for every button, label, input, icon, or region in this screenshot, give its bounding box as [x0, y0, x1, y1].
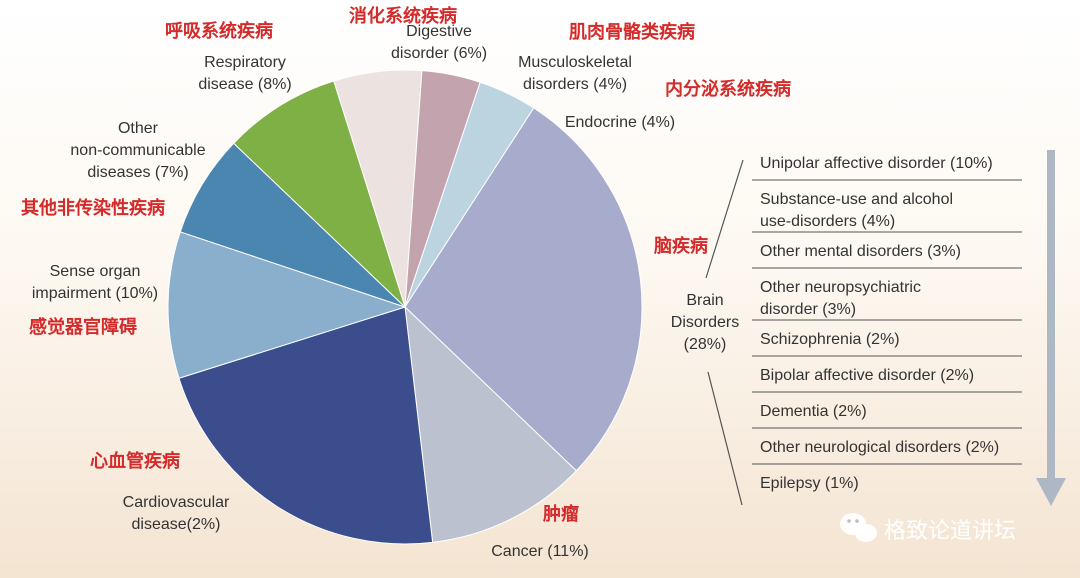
breakdown-item: Substance-use and alcohol use-disorders (… [760, 191, 953, 230]
breakdown-item: Other neuropsychiatric disorder (3%) [760, 279, 921, 318]
pie-slice [167, 231, 407, 379]
slice-label-cn: 脑疾病 [654, 235, 708, 257]
breakdown-item: Schizophrenia (2%) [760, 331, 900, 348]
slice-label-cn: 肌肉骨骼类疾病 [569, 21, 695, 43]
wechat-icon [840, 513, 877, 542]
slice-label-cn: 感觉器官障碍 [29, 316, 137, 338]
breakdown-item: Dementia (2%) [760, 403, 867, 420]
slice-label-cn: 消化系统疾病 [349, 5, 457, 27]
brain-disorders-breakdown: Unipolar affective disorder (10%) Substan… [705, 150, 1066, 506]
slice-label: Digestive disorder (6%) [391, 23, 487, 62]
pie-slice [404, 107, 643, 472]
pie-slice [179, 142, 406, 308]
slice-label: Musculoskeletal disorders (4%) [518, 54, 632, 93]
slice-label: Cancer (11%) [491, 543, 589, 560]
breakdown-item: Unipolar affective disorder (10%) [760, 155, 993, 172]
slice-label: Cardiovascular disease(2%) [123, 494, 230, 533]
slice-label: Sense organ impairment (10%) [32, 263, 158, 302]
slice-label-cn: 心血管疾病 [90, 450, 180, 472]
slice-label: Endocrine (4%) [565, 114, 675, 131]
breakdown-list: Unipolar affective disorder (10%) Substan… [752, 155, 1022, 492]
slice-label: Respiratory disease (8%) [198, 54, 291, 93]
breakdown-item: Epilepsy (1%) [760, 475, 859, 492]
slice-label: Brain Disorders (28%) [671, 292, 739, 353]
pie-slice [404, 305, 578, 543]
pie-slices [167, 69, 643, 545]
slice-label: Other non-communicable diseases (7%) [70, 120, 205, 181]
watermark: 格致论道讲坛 [840, 513, 1016, 544]
slice-label-cn: 呼吸系统疾病 [165, 20, 273, 42]
slice-label-cn: 内分泌系统疾病 [665, 78, 791, 100]
watermark-text: 格致论道讲坛 [884, 519, 1016, 544]
breakdown-item: Other mental disorders (3%) [760, 243, 961, 260]
slice-label-cn: 肿瘤 [543, 503, 579, 525]
slice-labels: Digestive disorder (6%)消化系统疾病 Musculoskele… [21, 5, 791, 560]
pie-slice [178, 306, 434, 545]
pie-slice [232, 80, 406, 308]
breakdown-item: Bipolar affective disorder (2%) [760, 367, 974, 384]
down-arrow-icon [1036, 150, 1066, 506]
bracket-line [705, 159, 744, 506]
slice-label-cn: 其他非传染性疾病 [21, 197, 165, 219]
breakdown-item: Other neurological disorders (2%) [760, 439, 999, 456]
